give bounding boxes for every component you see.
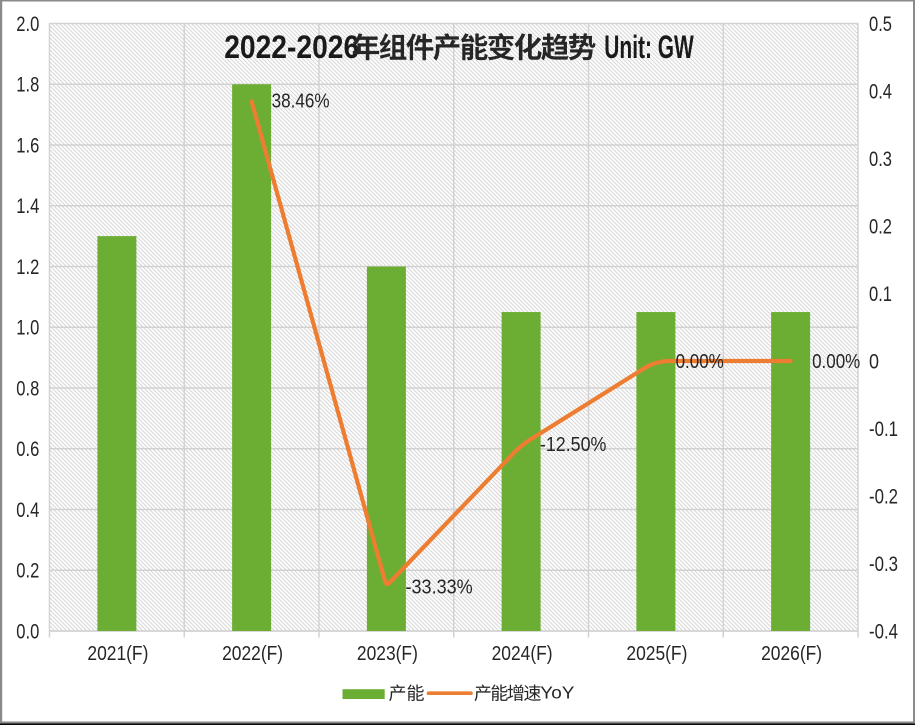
svg-text:-0.2: -0.2: [869, 485, 898, 508]
svg-text:1.8: 1.8: [16, 74, 39, 97]
svg-text:0: 0: [869, 350, 879, 373]
svg-text:1.2: 1.2: [16, 256, 39, 279]
svg-text:2022-2026: 2022-2026: [224, 29, 359, 65]
svg-text:Unit: GW: Unit: GW: [604, 29, 694, 65]
svg-text:2024(F): 2024(F): [492, 642, 553, 665]
svg-text:2025(F): 2025(F): [626, 642, 687, 665]
svg-text:-0.4: -0.4: [869, 620, 898, 643]
svg-text:YoY: YoY: [540, 683, 574, 703]
svg-text:1.4: 1.4: [16, 195, 39, 218]
svg-text:-12.50%: -12.50%: [540, 433, 607, 456]
svg-text:-0.1: -0.1: [869, 418, 898, 441]
svg-text:38.46%: 38.46%: [272, 90, 330, 113]
svg-text:1.0: 1.0: [16, 317, 39, 340]
svg-text:0.3: 0.3: [869, 148, 892, 171]
svg-text:0.0: 0.0: [16, 620, 39, 643]
svg-text:-0.3: -0.3: [869, 553, 898, 576]
svg-text:2021(F): 2021(F): [87, 642, 148, 665]
svg-text:1.6: 1.6: [16, 134, 39, 157]
svg-text:0.00%: 0.00%: [676, 350, 724, 373]
svg-text:0.8: 0.8: [16, 377, 39, 400]
svg-text:0.00%: 0.00%: [812, 350, 860, 373]
svg-text:0.2: 0.2: [869, 215, 892, 238]
svg-text:0.6: 0.6: [16, 438, 39, 461]
svg-text:0.5: 0.5: [869, 13, 892, 36]
svg-text:2026(F): 2026(F): [761, 642, 822, 665]
svg-text:2.0: 2.0: [16, 13, 39, 36]
svg-text:2022(F): 2022(F): [222, 642, 283, 665]
svg-text:0.1: 0.1: [869, 283, 892, 306]
svg-text:2023(F): 2023(F): [357, 642, 418, 665]
svg-text:0.4: 0.4: [869, 80, 892, 103]
svg-text:0.4: 0.4: [16, 499, 39, 522]
svg-text:-33.33%: -33.33%: [406, 576, 473, 599]
svg-text:0.2: 0.2: [16, 560, 39, 583]
